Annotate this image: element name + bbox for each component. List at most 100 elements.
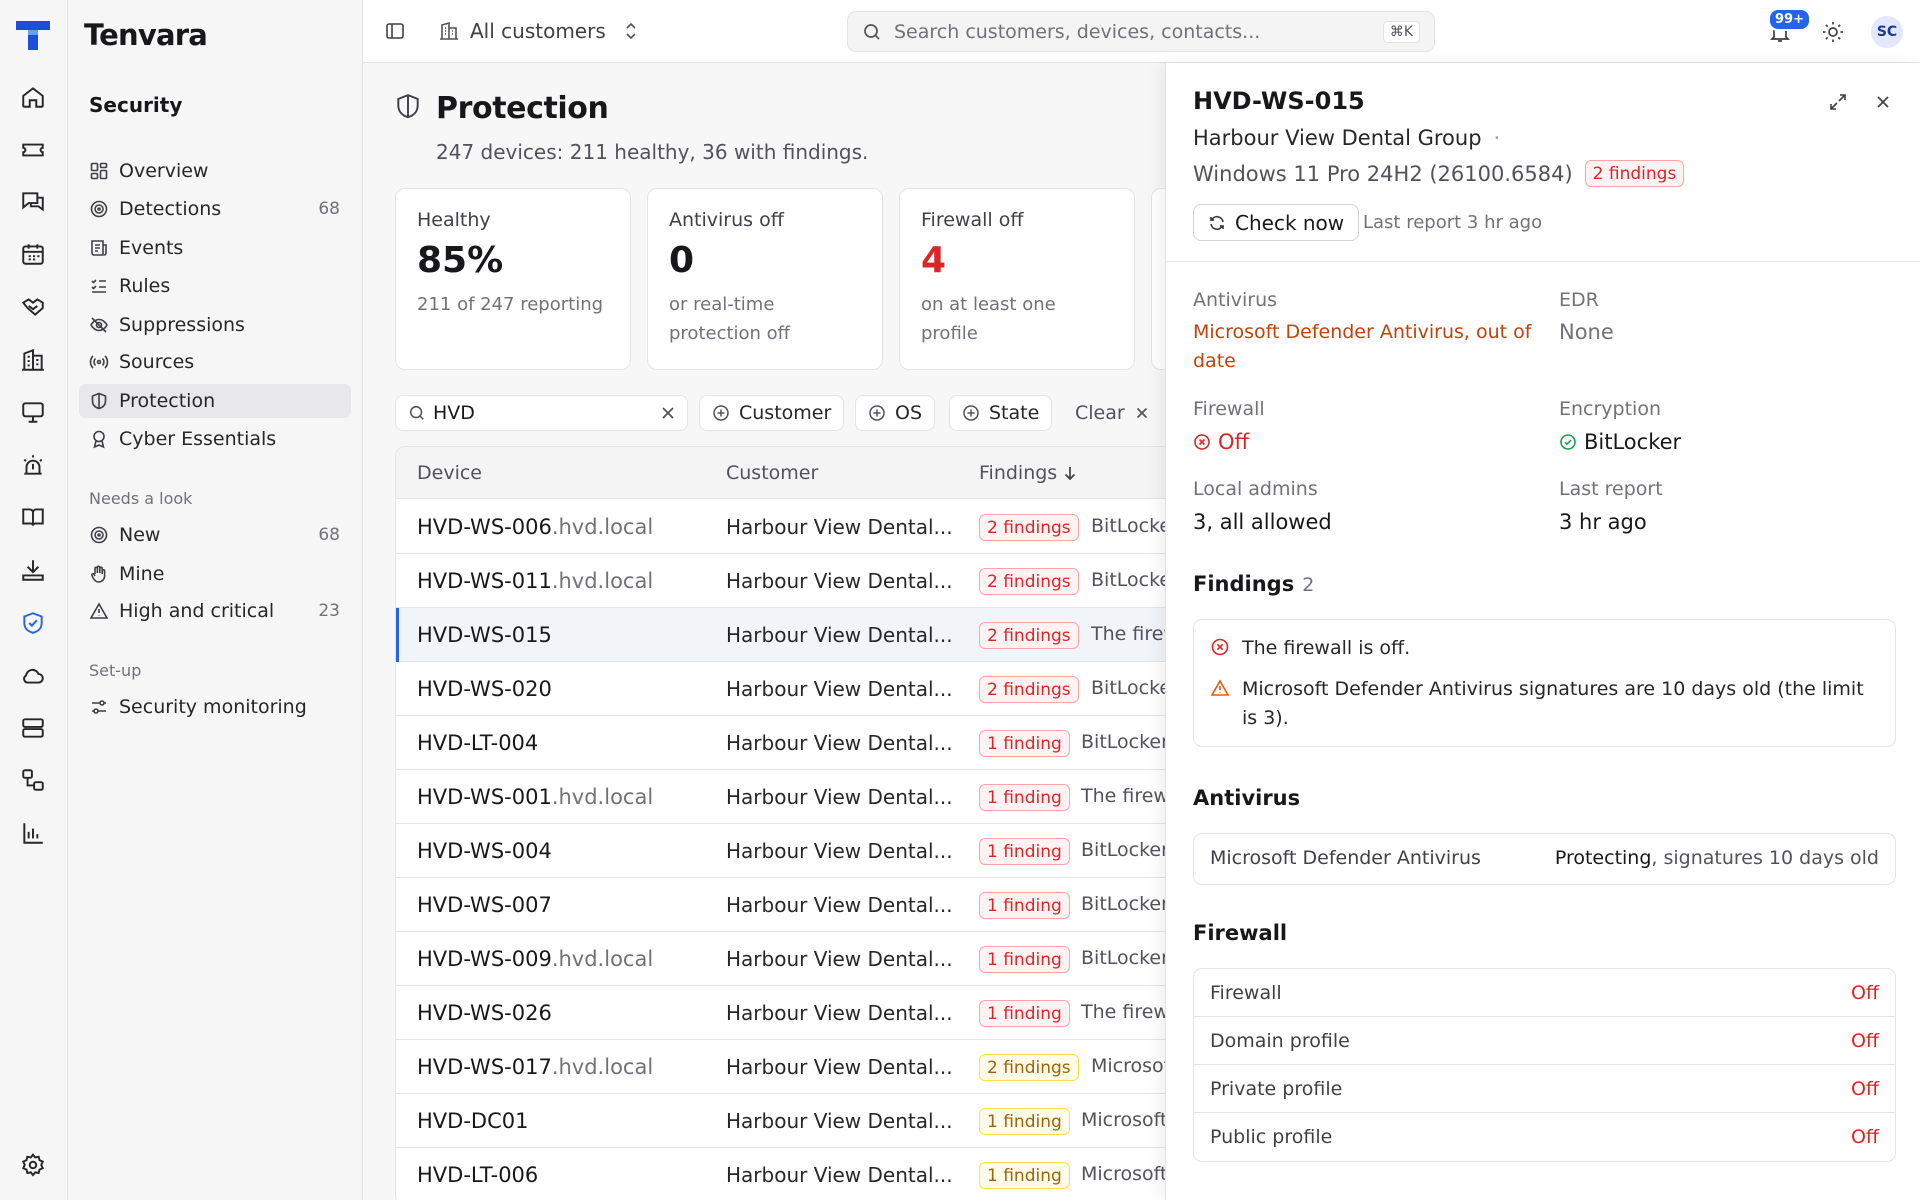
device-name-cell[interactable]: HVD-WS-011.hvd.local — [417, 569, 653, 593]
workflow-icon[interactable] — [20, 767, 46, 793]
download-icon[interactable] — [20, 557, 46, 583]
stat-card-partial[interactable] — [1151, 188, 1165, 370]
ticket-icon[interactable] — [20, 137, 46, 163]
device-hostname: HVD-WS-011 — [417, 569, 552, 593]
sidebar-item-high-and-critical[interactable]: High and critical 23 — [79, 594, 351, 628]
table-row[interactable]: HVD-WS-011.hvd.local Harbour View Dental.… — [396, 554, 1165, 608]
shield-check-icon[interactable] — [20, 610, 46, 636]
table-row[interactable]: HVD-WS-015 Harbour View Dental... 2 findin… — [396, 608, 1165, 662]
search-shortcut-hint: ⌘K — [1382, 20, 1420, 43]
customer-cell: Harbour View Dental... — [726, 947, 953, 971]
clear-filter-icon[interactable] — [659, 404, 677, 422]
table-row[interactable]: HVD-LT-006 Harbour View Dental... 1 findin… — [396, 1148, 1165, 1200]
device-name-cell[interactable]: HVD-WS-026 — [417, 1001, 552, 1025]
sidebar-item-suppressions[interactable]: Suppressions — [79, 308, 351, 342]
column-header-device[interactable]: Device — [417, 462, 482, 484]
table-row[interactable]: HVD-WS-007 Harbour View Dental... 1 findin… — [396, 878, 1165, 932]
column-header-findings[interactable]: Findings — [979, 462, 1079, 484]
column-header-customer[interactable]: Customer — [726, 462, 819, 484]
server-icon[interactable] — [20, 715, 46, 741]
warning-icon — [89, 602, 109, 619]
book-icon[interactable] — [20, 504, 46, 530]
device-name-cell[interactable]: HVD-WS-006.hvd.local — [417, 515, 653, 539]
table-row[interactable]: HVD-WS-026 Harbour View Dental... 1 findin… — [396, 986, 1165, 1040]
device-name-cell[interactable]: HVD-WS-015 — [417, 623, 552, 647]
antivirus-value: Microsoft Defender Antivirus, out of dat… — [1193, 321, 1532, 373]
device-name-cell[interactable]: HVD-WS-007 — [417, 893, 552, 917]
table-row[interactable]: HVD-WS-004 Harbour View Dental... 1 findin… — [396, 824, 1165, 878]
sidebar-item-events[interactable]: Events — [79, 231, 351, 265]
sidebar-item-mine[interactable]: Mine — [79, 557, 351, 591]
sidebar-item-sources[interactable]: Sources — [79, 345, 351, 379]
search-input[interactable] — [894, 20, 1383, 43]
stat-card-healthy[interactable]: Healthy 85% 211 of 247 reporting — [395, 188, 631, 370]
hand-icon — [91, 565, 106, 583]
sidebar-item-overview[interactable]: Overview — [79, 154, 351, 188]
tenvara-logo-icon[interactable] — [14, 18, 52, 52]
device-name-cell[interactable]: HVD-LT-004 — [417, 731, 538, 755]
firewall-status: Off — [1193, 427, 1249, 457]
table-row[interactable]: HVD-WS-006.hvd.local Harbour View Dental.… — [396, 500, 1165, 554]
handshake-icon[interactable] — [20, 294, 46, 320]
expand-icon[interactable] — [1828, 92, 1848, 112]
check-now-button[interactable]: Check now — [1193, 204, 1360, 241]
device-name-cell[interactable]: HVD-WS-001.hvd.local — [417, 785, 653, 809]
home-icon[interactable] — [20, 84, 46, 110]
table-row[interactable]: HVD-WS-009.hvd.local Harbour View Dental.… — [396, 932, 1165, 986]
firewall-row: Domain profile Off — [1194, 1017, 1895, 1065]
sidebar-toggle-icon[interactable] — [384, 20, 406, 42]
device-name-cell[interactable]: HVD-DC01 — [417, 1109, 528, 1133]
filter-chip-state[interactable]: State — [949, 395, 1053, 431]
sidebar-item-new[interactable]: New 68 — [79, 518, 351, 552]
firewall-row: Firewall Off — [1194, 969, 1895, 1017]
findings-badge: 1 finding — [979, 946, 1070, 973]
panel-customer-link[interactable]: Harbour View Dental Group — [1193, 126, 1482, 150]
building-icon[interactable] — [20, 347, 46, 373]
sidebar-item-security-monitoring[interactable]: Security monitoring — [79, 690, 351, 724]
table-row[interactable]: HVD-WS-020 Harbour View Dental... 2 findin… — [396, 662, 1165, 716]
filter-chip-os[interactable]: OS — [855, 395, 936, 431]
calendar-icon[interactable] — [20, 241, 46, 267]
firewall-label: Firewall — [1193, 398, 1265, 420]
sidebar-item-cyber-essentials[interactable]: Cyber Essentials — [79, 422, 351, 456]
sidebar-item-label: Detections — [119, 198, 222, 220]
device-name-cell[interactable]: HVD-WS-020 — [417, 677, 552, 701]
stat-card-firewall-off[interactable]: Firewall off 4 on at least one profile — [899, 188, 1135, 370]
check-circle-icon — [1560, 434, 1576, 451]
global-search[interactable]: ⌘K — [847, 11, 1435, 52]
user-avatar[interactable]: SC — [1871, 16, 1903, 48]
stat-card-antivirus-off[interactable]: Antivirus off 0 or real-time protection … — [647, 188, 883, 370]
sidebar-item-rules[interactable]: Rules — [79, 269, 351, 303]
theme-toggle-sun-icon[interactable] — [1821, 20, 1845, 44]
device-name-cell[interactable]: HVD-WS-009.hvd.local — [417, 947, 653, 971]
last-report-value: 3 hr ago — [1559, 510, 1647, 534]
device-hostname: HVD-WS-017 — [417, 1055, 552, 1079]
filter-value[interactable]: HVD — [433, 402, 475, 424]
device-filter-input[interactable]: HVD — [395, 395, 688, 431]
table-row[interactable]: HVD-WS-017.hvd.local Harbour View Dental.… — [396, 1040, 1165, 1094]
filter-chip-customer[interactable]: Customer — [699, 395, 845, 431]
cloud-icon[interactable] — [20, 662, 46, 688]
table-row[interactable]: HVD-DC01 Harbour View Dental... 1 finding M… — [396, 1094, 1165, 1148]
device-domain: .hvd.local — [551, 569, 654, 593]
gear-icon[interactable] — [20, 1152, 46, 1178]
sidebar-item-label: Protection — [119, 390, 216, 412]
clear-filters-button[interactable]: Clear — [1075, 395, 1150, 431]
customer-cell: Harbour View Dental... — [726, 893, 953, 917]
device-name-cell[interactable]: HVD-LT-006 — [417, 1163, 538, 1187]
sidebar-item-detections[interactable]: Detections 68 — [79, 192, 351, 226]
alarm-icon[interactable] — [20, 452, 46, 478]
close-icon[interactable] — [1873, 92, 1893, 112]
customer-scope-selector[interactable]: All customers — [438, 16, 640, 46]
chart-icon[interactable] — [20, 820, 46, 846]
monitor-icon[interactable] — [20, 399, 46, 425]
findings-list: The firewall is off. Microsoft Defender … — [1193, 619, 1896, 747]
sidebar-item-protection[interactable]: Protection — [79, 384, 351, 418]
table-row[interactable]: HVD-WS-001.hvd.local Harbour View Dental.… — [396, 770, 1165, 824]
device-name-cell[interactable]: HVD-WS-004 — [417, 839, 552, 863]
sidebar-item-count: 68 — [318, 199, 340, 219]
chat-icon[interactable] — [20, 189, 46, 215]
table-row[interactable]: HVD-LT-004 Harbour View Dental... 1 findin… — [396, 716, 1165, 770]
stat-card-description: or real-time protection off — [669, 294, 791, 344]
device-name-cell[interactable]: HVD-WS-017.hvd.local — [417, 1055, 653, 1079]
